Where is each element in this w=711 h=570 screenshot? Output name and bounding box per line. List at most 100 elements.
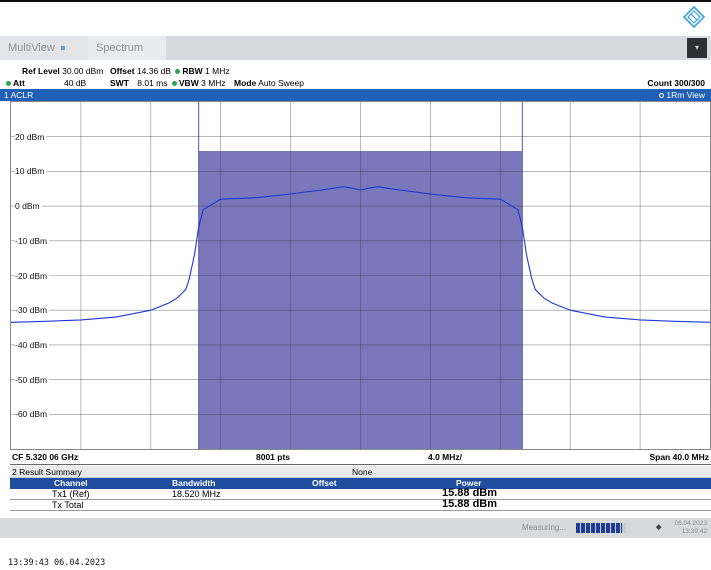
result-summary-header: 2 Result Summary None: [10, 466, 711, 478]
trace-point: [80, 319, 82, 321]
y-tick-label: -20 dBm: [15, 270, 50, 281]
trace-point: [188, 278, 190, 280]
window-view-label: 1Rm View: [659, 89, 705, 101]
col-power: Power: [456, 478, 482, 488]
ref-level-label: Ref Level: [22, 66, 60, 76]
att-value: 40 dB: [64, 78, 87, 88]
table-row: Tx Total 15.88 dBm: [10, 498, 711, 511]
swt-param: SWT 8.01 ms VBW 3 MHz Mode Auto Sweep: [110, 78, 304, 88]
trace-point: [290, 193, 291, 195]
att-param: Att: [4, 78, 25, 88]
span-value: Span 40.0 MHz: [649, 452, 709, 462]
trace-point: [176, 297, 178, 299]
status-dot-icon: [175, 68, 181, 74]
view-dot-icon: [659, 93, 665, 99]
rbw-value: 1 MHz: [205, 66, 230, 76]
trace-point: [531, 278, 533, 280]
trace-point: [534, 288, 536, 290]
trace-point: [521, 226, 523, 228]
status-dot-icon: [6, 80, 11, 86]
trace-point: [526, 254, 527, 256]
status-time: 13:39:42: [681, 528, 707, 535]
y-tick-label: 10 dBm: [15, 166, 47, 177]
ref-level-param: Ref Level 30.00 dBm: [22, 66, 103, 76]
y-tick-label: -40 dBm: [15, 339, 50, 350]
offset-label: Offset: [110, 66, 135, 76]
trace-point: [543, 297, 545, 299]
trace-point: [342, 186, 344, 188]
offset-param: Offset 14.36 dB RBW 1 MHz: [110, 66, 230, 76]
result-table-header: Channel Bandwidth Offset Power: [10, 478, 711, 489]
screenshot-timestamp: 13:39:43 06.04.2023: [8, 558, 106, 568]
row-channel: Tx1 (Ref): [52, 489, 90, 499]
sweep-count: Count 300/300: [647, 78, 705, 88]
status-date: 06.04.2023: [674, 520, 707, 527]
status-bar: Measuring... ◆ 06.04.2023 13:39:42: [0, 518, 711, 538]
trace-point: [150, 309, 152, 311]
window-title: 1 ACLR: [4, 90, 34, 100]
status-dot-icon: [171, 80, 177, 86]
y-tick-label: -10 dBm: [15, 235, 50, 246]
trace-point: [674, 320, 676, 322]
row-power: 15.88 dBm: [442, 487, 498, 499]
y-tick-label: -30 dBm: [15, 305, 50, 316]
center-frequency: CF 5.320 06 GHz: [12, 452, 79, 462]
trace-point: [220, 198, 222, 200]
y-tick-label: -50 dBm: [15, 374, 50, 385]
trace-point: [325, 189, 326, 190]
trace-point: [255, 197, 257, 199]
trace-point: [351, 187, 353, 189]
window-title-bar: 1 ACLR 1Rm View: [0, 89, 711, 101]
trace-point: [115, 316, 117, 318]
status-datetime: 06.04.2023 13:39:42: [674, 520, 707, 536]
instrument-status-icon: ◆: [656, 524, 662, 531]
swt-value: 8.01 ms: [137, 78, 168, 88]
row-channel: Tx Total: [52, 500, 84, 510]
vbw-label: VBW: [178, 78, 199, 88]
menu-dropdown-button[interactable]: ▾: [687, 38, 707, 58]
spectrum-chart: [11, 102, 710, 449]
sweep-points: 8001 pts: [256, 452, 291, 462]
col-offset: Offset: [312, 478, 337, 488]
tab-label: MultiView: [8, 42, 55, 54]
freq-per-div: 4.0 MHz/: [428, 452, 463, 462]
trace-point: [377, 186, 379, 188]
col-channel: Channel: [54, 478, 88, 488]
ref-level-value: 30.00 dBm: [62, 66, 104, 76]
trace-point: [198, 226, 200, 228]
rbw-label: RBW: [182, 66, 203, 76]
rohde-schwarz-logo-icon: [683, 6, 705, 28]
result-summary-title: 2 Result Summary: [12, 467, 82, 477]
trace-point: [464, 197, 466, 199]
trace-point: [167, 302, 169, 304]
result-summary-mode: None: [352, 467, 373, 477]
trace-point: [194, 254, 195, 256]
tab-indicator-icon: [60, 46, 65, 51]
trace-point: [360, 189, 361, 191]
row-power: 15.88 dBm: [442, 498, 498, 510]
trace-point: [395, 189, 396, 190]
table-row: Tx1 (Ref) 18.520 MHz 15.88 dBm: [10, 487, 711, 500]
measure-progress-bar: [576, 523, 626, 533]
vbw-value: 3 MHz: [201, 78, 226, 88]
frequency-axis-footer: CF 5.320 06 GHz 8001 pts 4.0 MHz/ Span 4…: [10, 450, 711, 465]
tab-spectrum[interactable]: Spectrum: [88, 36, 166, 60]
y-tick-label: 20 dBm: [15, 131, 47, 142]
trace-point: [604, 316, 606, 318]
row-bandwidth: 18.520 MHz: [172, 489, 221, 499]
tab-multiview[interactable]: MultiView: [0, 36, 88, 60]
swt-label: SWT: [110, 78, 129, 88]
trace-point: [430, 193, 431, 195]
trace-point: [185, 288, 187, 290]
y-tick-label: 0 dBm: [15, 201, 42, 212]
offset-value: 14.36 dB: [136, 66, 171, 76]
trace-point: [45, 320, 47, 322]
tab-bar: MultiView Spectrum: [0, 36, 711, 60]
col-bandwidth: Bandwidth: [172, 478, 216, 488]
window-view-text: 1Rm View: [666, 90, 705, 100]
trace-point: [639, 319, 641, 321]
measuring-status: Measuring...: [522, 523, 567, 532]
spectrum-plot[interactable]: 20 dBm 10 dBm 0 dBm -10 dBm -20 dBm -30 dBm -4…: [10, 101, 711, 450]
trace-point: [569, 309, 571, 311]
att-label: Att: [13, 78, 25, 88]
